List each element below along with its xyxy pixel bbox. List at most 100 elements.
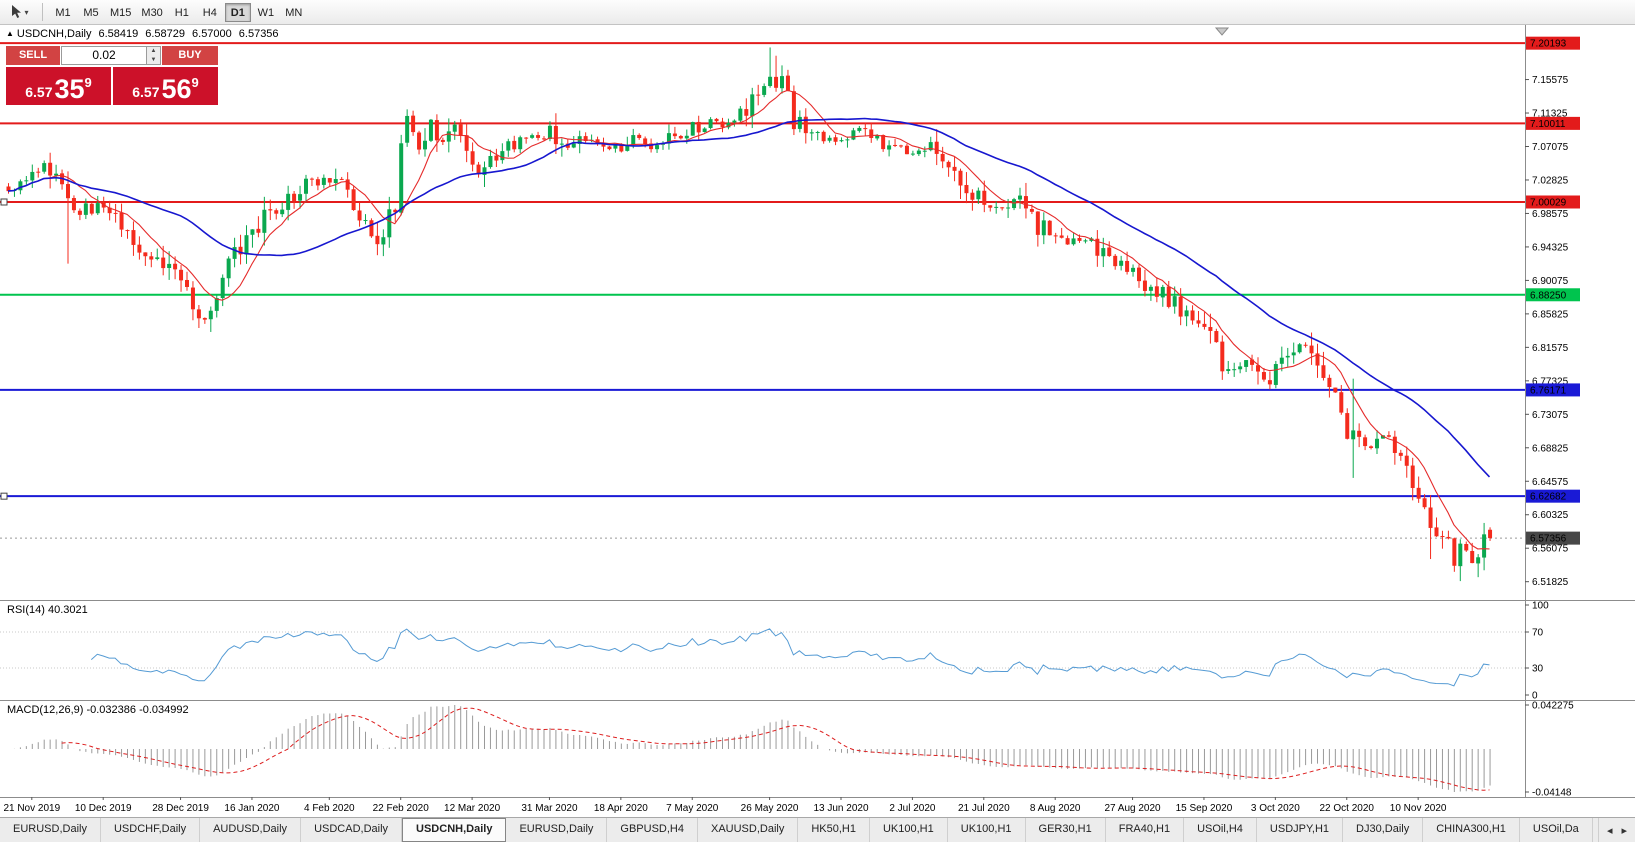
volume-down-button[interactable]: ▼ <box>147 55 160 64</box>
date-label: 16 Jan 2020 <box>224 803 279 814</box>
timeframe-button-mn[interactable]: MN <box>285 6 303 19</box>
timeframe-button-h4[interactable]: H4 <box>202 6 217 19</box>
tab-scroll-left-button[interactable]: ◂ <box>1606 824 1613 837</box>
date-label: 10 Nov 2020 <box>1390 803 1447 814</box>
open-value: 6.58419 <box>98 28 139 40</box>
level-price-marker <box>1526 36 1580 50</box>
chart-tab[interactable]: CHINA300,H1 <box>1423 818 1520 842</box>
chart-tab[interactable]: USOil,H4 <box>1184 818 1257 842</box>
chart-shift-marker-icon[interactable] <box>1214 27 1230 36</box>
timeframe-button-d1[interactable]: D1 <box>224 2 251 22</box>
date-label: 28 Dec 2019 <box>152 803 209 814</box>
chart-tab[interactable]: UK100,H1 <box>948 818 1026 842</box>
price-axis: 7.15575 7.11325 7.07075 7.02825 6.98575 6.943… <box>1525 75 1574 799</box>
macd-tick-label: -0.04148 <box>1532 788 1572 799</box>
buy-price-display[interactable]: 6.57 56 9 <box>113 67 218 105</box>
chart-tab[interactable]: GER30,H1 <box>1026 818 1106 842</box>
svg-text:7.10011: 7.10011 <box>1530 119 1566 130</box>
svg-text:6.62682: 6.62682 <box>1530 492 1567 503</box>
chart-title: ▲ USDCNH,Daily 6.58419 6.58729 6.57000 6.5735… <box>6 28 286 40</box>
date-label: 21 Nov 2019 <box>3 803 60 814</box>
buy-price-sup: 9 <box>191 75 199 90</box>
chart-tab[interactable]: USOil,Da <box>1520 818 1593 842</box>
cursor-icon <box>12 5 22 18</box>
chart-symbol-icon: ▲ <box>6 29 14 38</box>
chart-tab[interactable]: HK50,H1 <box>798 818 870 842</box>
current-price-marker <box>1526 531 1580 545</box>
chart-tab[interactable]: EURUSD,Daily <box>0 818 101 842</box>
price-tick-label: 6.81575 <box>1532 343 1569 354</box>
sell-price-big: 35 <box>54 74 85 105</box>
timeframe-button-m1[interactable]: M1 <box>55 6 71 19</box>
slow-ma-line <box>7 117 1491 478</box>
tab-scroll-right-button[interactable]: ▸ <box>1621 824 1627 837</box>
timeframe-button-h1[interactable]: H1 <box>174 6 189 19</box>
buy-price-prefix: 6.57 <box>132 84 160 100</box>
line-selection-handle[interactable] <box>0 198 8 206</box>
chart-tab[interactable]: XAUUSD,Daily <box>698 818 799 842</box>
chart-tab[interactable]: DJ30,Daily <box>1343 818 1424 842</box>
chart-tab[interactable]: USDCHF,Daily <box>101 818 201 842</box>
price-tick-label: 6.56075 <box>1532 544 1569 555</box>
macd-tick-label: 0.042275 <box>1532 701 1574 712</box>
level-price-marker <box>1526 195 1580 209</box>
buy-price-big: 56 <box>161 74 192 105</box>
timeframe-button-m15[interactable]: M15 <box>110 6 132 19</box>
timeframe-button-w1[interactable]: W1 <box>257 6 275 19</box>
chart-window: 7.15575 7.11325 7.07075 7.02825 6.98575 6.943… <box>0 25 1635 817</box>
date-label: 8 Aug 2020 <box>1030 803 1081 814</box>
rsi-tick-label: 30 <box>1532 664 1544 675</box>
chart-tab[interactable]: AUDUSD,Daily <box>200 818 302 842</box>
date-label: 10 Dec 2019 <box>75 803 132 814</box>
timeframe-group: M1 M5 M15 M30 H1 H4 D1 W1 MN <box>49 2 308 22</box>
chart-tabs: EURUSD,Daily USDCHF,Daily AUDUSD,Daily USDC… <box>0 818 1635 842</box>
level-price-marker <box>1526 489 1580 503</box>
volume-spinner: ▲ ▼ <box>146 47 160 64</box>
cursor-tool-button[interactable]: ▾ <box>4 2 36 22</box>
timeframe-button-m5[interactable]: M5 <box>83 6 99 19</box>
timeframe-button-m30[interactable]: M30 <box>141 6 163 19</box>
price-tick-label: 6.51825 <box>1532 577 1569 588</box>
sell-price-display[interactable]: 6.57 35 9 <box>6 67 111 105</box>
chart-tab[interactable]: USDCNH,Daily <box>402 818 507 842</box>
date-label: 12 Mar 2020 <box>444 803 501 814</box>
date-label: 18 Apr 2020 <box>594 803 648 814</box>
fast-ma-line <box>7 89 1490 550</box>
price-tick-label: 6.94325 <box>1532 242 1569 253</box>
volume-value[interactable]: 0.02 <box>92 48 116 62</box>
date-label: 22 Oct 2020 <box>1320 803 1375 814</box>
date-label: 4 Feb 2020 <box>304 803 355 814</box>
level-price-marker <box>1526 116 1580 130</box>
price-tick-label: 7.11325 <box>1532 109 1568 120</box>
date-label: 13 Jun 2020 <box>813 803 868 814</box>
price-chart-canvas[interactable]: 7.15575 7.11325 7.07075 7.02825 6.98575 6.943… <box>0 25 1635 817</box>
macd-signal-line <box>61 707 1490 791</box>
date-label: 15 Sep 2020 <box>1176 803 1233 814</box>
sell-price-prefix: 6.57 <box>25 84 53 100</box>
chart-tab[interactable]: GBPUSD,H4 <box>607 818 698 842</box>
svg-text:7.00029: 7.00029 <box>1530 197 1567 208</box>
date-label: 27 Aug 2020 <box>1104 803 1161 814</box>
chart-tab[interactable]: UK100,H1 <box>870 818 948 842</box>
chart-tab[interactable]: FRA40,H1 <box>1106 818 1185 842</box>
sell-price-sup: 9 <box>84 75 92 90</box>
svg-text:6.76171: 6.76171 <box>1530 385 1567 396</box>
date-label: 7 May 2020 <box>666 803 719 814</box>
price-tick-label: 6.85825 <box>1532 309 1569 320</box>
level-price-marker <box>1526 383 1580 397</box>
line-selection-handle[interactable] <box>0 492 8 500</box>
sell-button[interactable]: SELL <box>6 46 60 65</box>
chart-tab[interactable]: USDCAD,Daily <box>301 818 403 842</box>
price-tick-label: 6.90075 <box>1532 276 1569 287</box>
buy-button[interactable]: BUY <box>162 46 218 65</box>
volume-up-button[interactable]: ▲ <box>147 47 160 56</box>
chart-tab[interactable]: EURUSD,Daily <box>506 818 608 842</box>
macd-indicator-label: MACD(12,26,9) -0.032386 -0.034992 <box>7 704 189 716</box>
svg-text:6.57356: 6.57356 <box>1530 534 1567 545</box>
one-click-trading-panel: SELL 0.02 ▲ ▼ BUY 6.57 35 9 6.57 <box>6 46 218 105</box>
high-value: 6.58729 <box>145 28 186 40</box>
candlestick-series <box>6 47 1493 582</box>
price-tick-label: 7.15575 <box>1532 75 1569 86</box>
chart-tab[interactable]: USDJPY,H1 <box>1257 818 1344 842</box>
volume-input[interactable]: 0.02 ▲ ▼ <box>61 46 161 65</box>
